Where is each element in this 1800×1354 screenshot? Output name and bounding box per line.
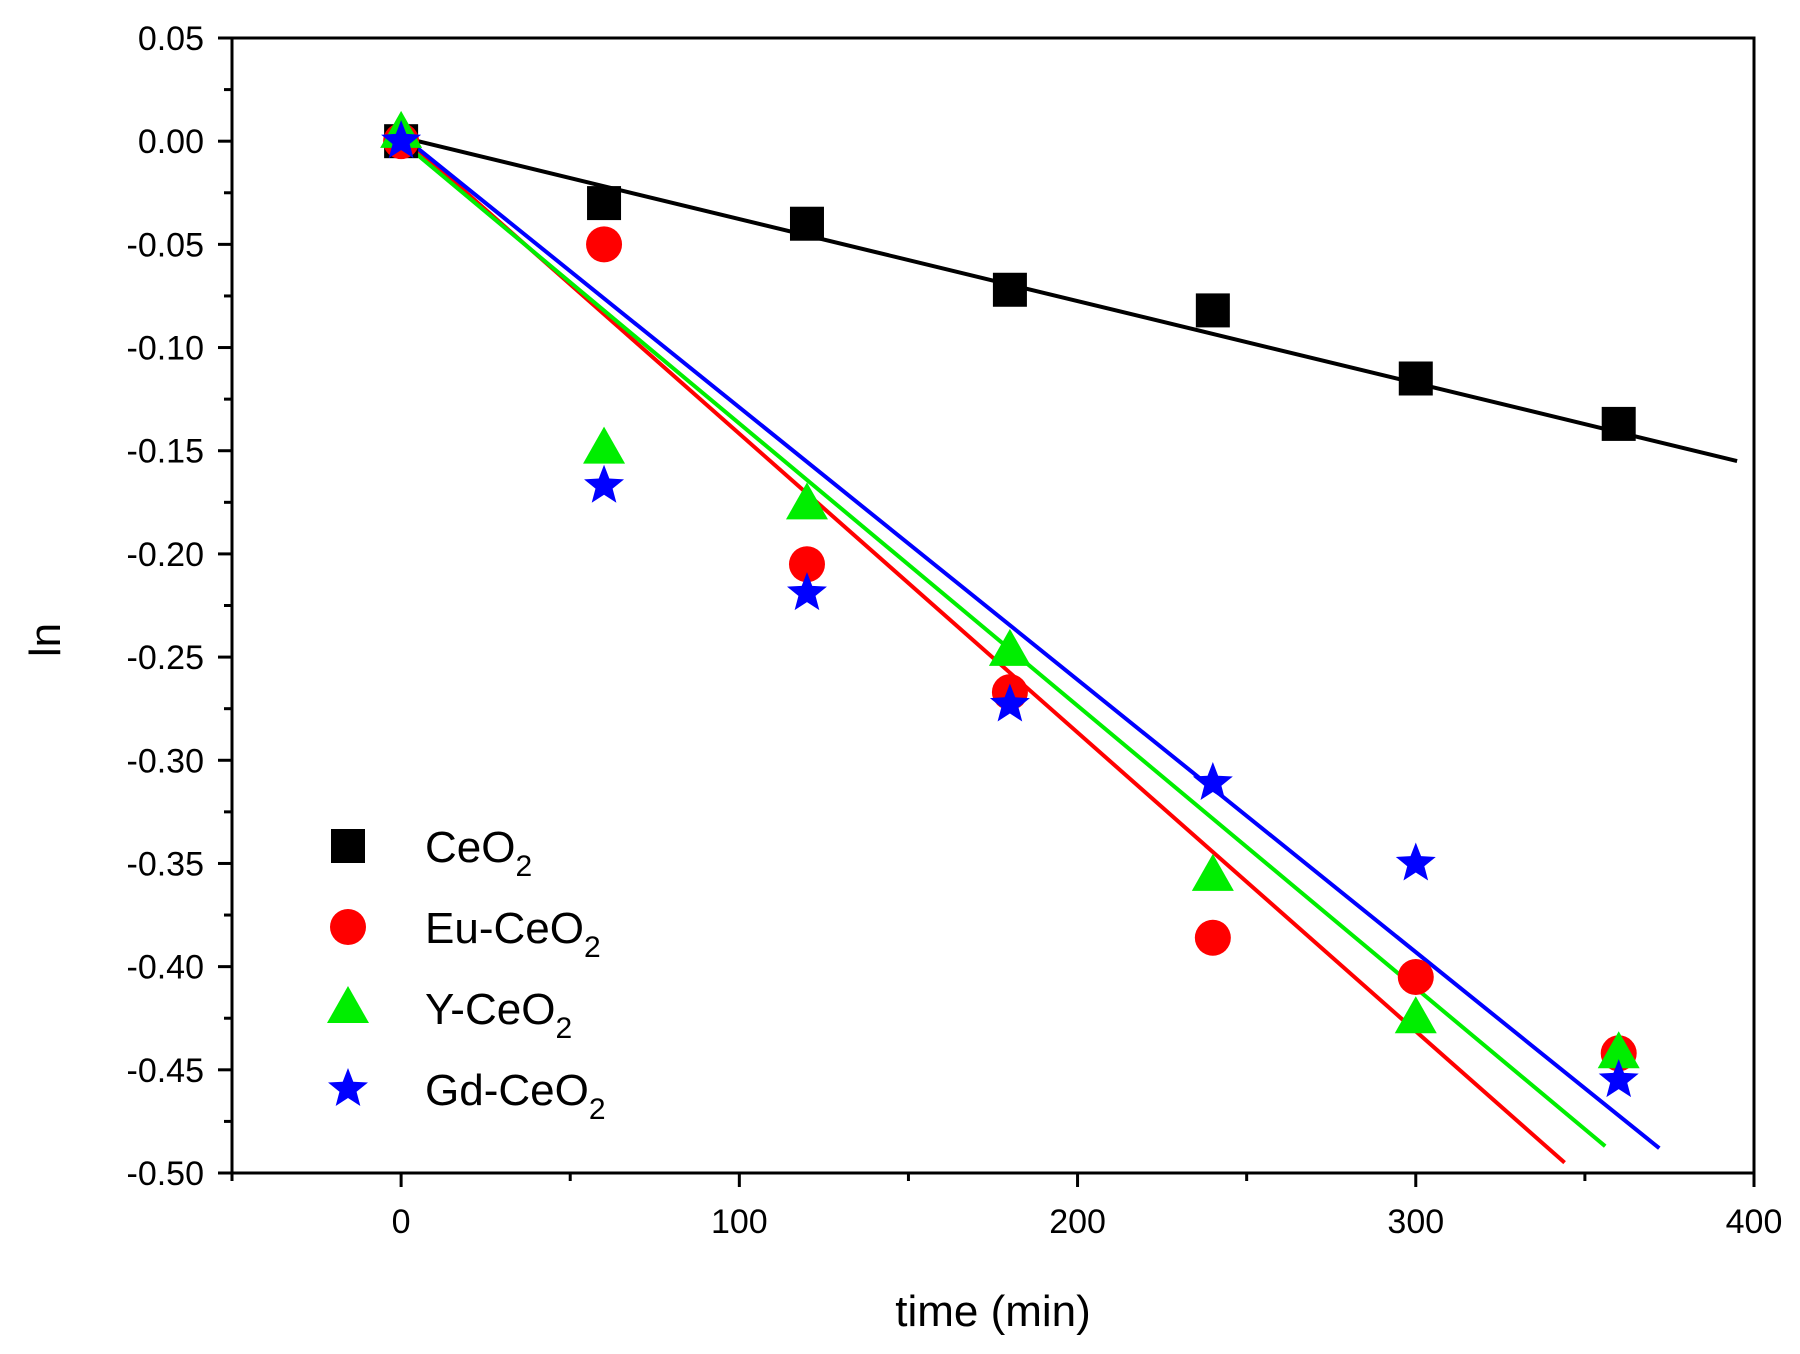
point-ceo xyxy=(789,206,824,241)
point-gd-ceo xyxy=(1598,1059,1639,1098)
y-tick-label: -0.50 xyxy=(127,1155,205,1193)
x-tick-label: 0 xyxy=(392,1203,411,1241)
legend-marker-y-ceo xyxy=(327,986,369,1023)
y-axis-ticks: 0.05 0.00 -0.05 -0.10 -0.15 -0.20 -0.25 -0.30 -0… xyxy=(127,20,232,1193)
x-axis-ticks: 0 100 200 300 400 xyxy=(230,1173,1783,1241)
point-y-ceo xyxy=(1597,1031,1640,1069)
y-tick-label: -0.05 xyxy=(127,226,205,264)
point-ceo xyxy=(1601,406,1636,441)
legend-marker-gd-ceo xyxy=(328,1068,368,1106)
point-eu-ceo xyxy=(788,546,825,583)
point-y-ceo xyxy=(1191,853,1234,891)
point-ceo xyxy=(1398,361,1433,396)
x-axis-title: time (min) xyxy=(895,1287,1091,1336)
point-gd-ceo xyxy=(1395,842,1436,881)
y-axis-title: ln xyxy=(21,623,70,657)
point-gd-ceo xyxy=(787,572,827,611)
y-tick-label: 0.05 xyxy=(138,20,204,58)
point-gd-ceo xyxy=(584,464,625,503)
legend: CeO2 Eu-CeO2 Y-CeO2 Gd-CeO2 xyxy=(327,823,606,1126)
fit-line-gd-ceo xyxy=(399,133,1661,1150)
y-tick-label: -0.45 xyxy=(127,1052,205,1090)
point-eu-ceo xyxy=(1397,958,1434,995)
fit-lines xyxy=(399,133,1738,1165)
y-tick-label: 0.00 xyxy=(138,123,204,161)
point-ceo xyxy=(1195,293,1230,328)
point-ceo xyxy=(992,272,1027,307)
y-tick-label: -0.40 xyxy=(127,949,205,987)
legend-label: Y-CeO2 xyxy=(425,985,572,1045)
y-tick-label: -0.30 xyxy=(127,742,205,780)
legend-subscript: 2 xyxy=(555,1012,572,1045)
y-tick-label: -0.10 xyxy=(127,330,205,368)
point-gd-ceo xyxy=(381,120,422,159)
point-y-ceo xyxy=(785,482,828,520)
legend-subscript: 2 xyxy=(515,850,532,883)
y-tick-label: -0.25 xyxy=(127,639,205,677)
fit-line-eu-ceo xyxy=(399,133,1566,1165)
y-tick-label: -0.15 xyxy=(127,433,205,471)
data-markers xyxy=(380,110,1640,1098)
point-y-ceo xyxy=(988,628,1031,666)
y-tick-label: -0.20 xyxy=(127,536,205,574)
x-tick-label: 300 xyxy=(1387,1203,1444,1241)
point-eu-ceo xyxy=(586,226,623,263)
point-gd-ceo xyxy=(1192,761,1233,800)
point-gd-ceo xyxy=(989,683,1030,722)
point-y-ceo xyxy=(1394,996,1437,1034)
x-tick-label: 100 xyxy=(711,1203,768,1241)
legend-label: Gd-CeO2 xyxy=(425,1066,606,1126)
x-tick-label: 400 xyxy=(1726,1203,1783,1241)
legend-label: Eu-CeO2 xyxy=(425,904,601,964)
point-ceo xyxy=(587,186,622,221)
legend-subscript: 2 xyxy=(584,931,601,964)
fit-line-ceo xyxy=(400,135,1738,463)
legend-label: CeO2 xyxy=(425,823,532,883)
legend-marker-ceo xyxy=(331,829,365,863)
x-tick-label: 200 xyxy=(1049,1203,1106,1241)
point-y-ceo xyxy=(583,426,626,464)
point-eu-ceo xyxy=(1194,919,1231,956)
legend-marker-eu-ceo xyxy=(330,909,366,945)
y-tick-label: -0.35 xyxy=(127,845,205,883)
legend-subscript: 2 xyxy=(589,1093,606,1126)
